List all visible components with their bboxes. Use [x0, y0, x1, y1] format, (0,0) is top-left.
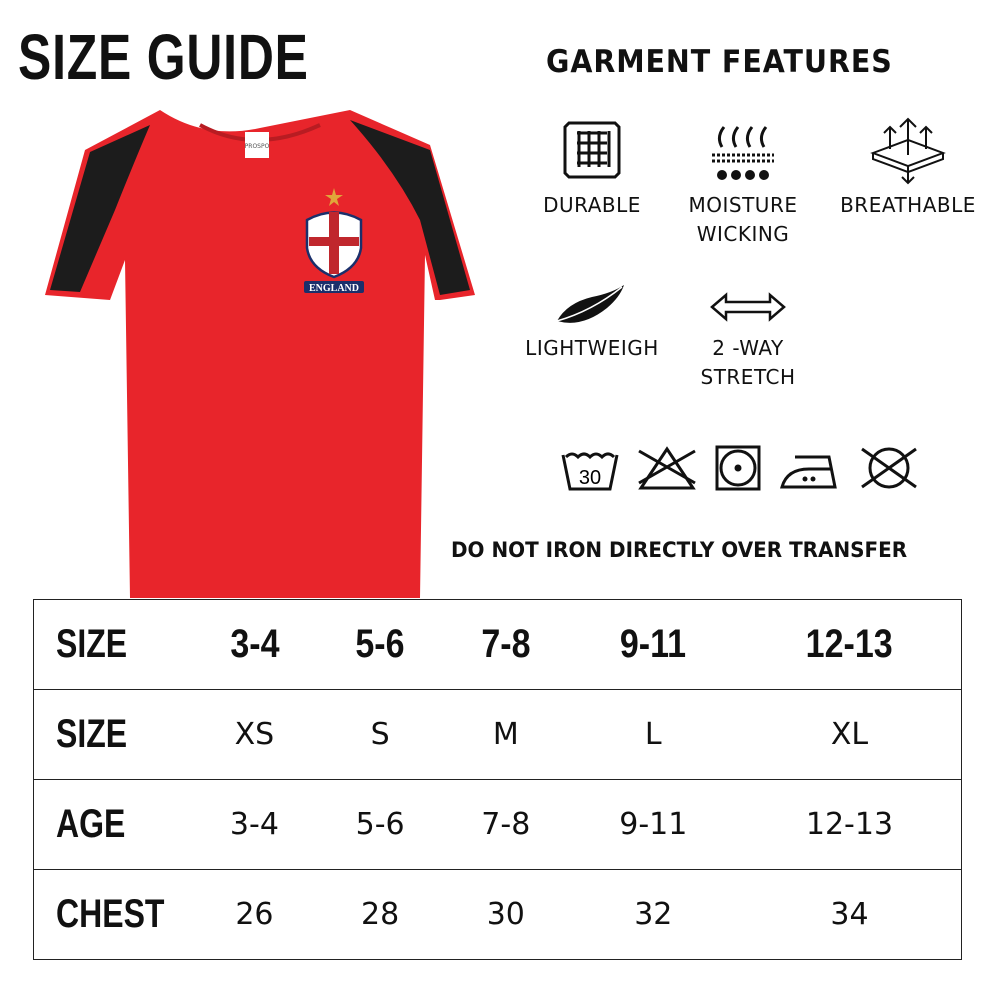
table-cell: 26 — [191, 869, 318, 960]
feature-label: STRETCH — [700, 365, 796, 389]
feature-label: WICKING — [696, 222, 790, 246]
table-cell: 3-4 — [191, 779, 318, 870]
feature-breathable: BREATHABLE — [828, 115, 988, 220]
table-cell: 7-8 — [481, 622, 531, 666]
moisture-wicking-icon — [712, 126, 774, 180]
feature-label: LIGHTWEIGH — [525, 336, 659, 360]
shirt-label: PROSPO — [245, 143, 270, 150]
row-header: SIZE — [56, 712, 128, 756]
table-cell: 3-4 — [229, 622, 279, 666]
table-row: AGE 3-4 5-6 7-8 9-11 12-13 — [33, 779, 962, 870]
table-cell: 9-11 — [620, 622, 687, 666]
two-way-arrow-icon — [710, 292, 786, 322]
table-cell: XS — [191, 689, 318, 780]
feature-label: 2 -WAY — [712, 336, 784, 360]
table-cell: 12-13 — [805, 622, 893, 666]
table-cell: 30 — [442, 869, 569, 960]
do-not-dry-clean-icon — [861, 447, 917, 489]
table-cell: 12-13 — [737, 779, 962, 870]
table-cell: S — [317, 689, 443, 780]
table-cell: 34 — [737, 869, 962, 960]
table-cell: XL — [737, 689, 962, 780]
row-header: CHEST — [56, 892, 165, 936]
tumble-dry-icon — [715, 445, 761, 491]
feature-two-way-stretch: 2 -WAY STRETCH — [668, 283, 828, 392]
table-cell: L — [568, 689, 738, 780]
feature-moisture-wicking: MOISTURE WICKING — [663, 115, 823, 249]
feather-icon — [556, 285, 624, 323]
england-badge-text: ENGLAND — [309, 283, 359, 294]
ironing-note: DO NOT IRON DIRECTLY OVER TRANSFER — [451, 538, 908, 562]
table-cell: 5-6 — [317, 779, 443, 870]
durable-mesh-icon — [563, 121, 621, 179]
table-cell: M — [442, 689, 569, 780]
table-cell: 28 — [317, 869, 443, 960]
size-table: SIZE 3-4 5-6 7-8 9-11 12-13 SIZE XS S M … — [33, 599, 962, 960]
iron-low-icon — [780, 455, 837, 489]
row-header: SIZE — [56, 622, 128, 666]
table-cell: 9-11 — [568, 779, 738, 870]
care-symbols: 30 — [560, 445, 920, 491]
table-cell: 7-8 — [442, 779, 569, 870]
breathable-icon — [870, 117, 946, 185]
feature-label: DURABLE — [543, 193, 641, 217]
table-row: SIZE XS S M L XL — [33, 689, 962, 780]
page-title: SIZE GUIDE — [18, 21, 309, 93]
feature-label: BREATHABLE — [840, 193, 976, 217]
do-not-bleach-icon — [638, 446, 696, 490]
star-icon — [325, 188, 343, 206]
table-row: SIZE 3-4 5-6 7-8 9-11 12-13 — [33, 599, 962, 690]
table-cell: 32 — [568, 869, 738, 960]
feature-label: MOISTURE — [688, 193, 798, 217]
feature-durable: DURABLE — [512, 115, 672, 220]
features-title: GARMENT FEATURES — [546, 44, 893, 80]
feature-lightweight: LIGHTWEIGH — [512, 283, 672, 363]
table-cell: 5-6 — [355, 622, 405, 666]
england-shirt-image: PROSPO ENGLAND — [45, 110, 475, 598]
wash-temperature: 30 — [579, 467, 601, 489]
wash-30-icon: 30 — [561, 452, 619, 491]
row-header: AGE — [56, 802, 126, 846]
table-row: CHEST 26 28 30 32 34 — [33, 869, 962, 960]
